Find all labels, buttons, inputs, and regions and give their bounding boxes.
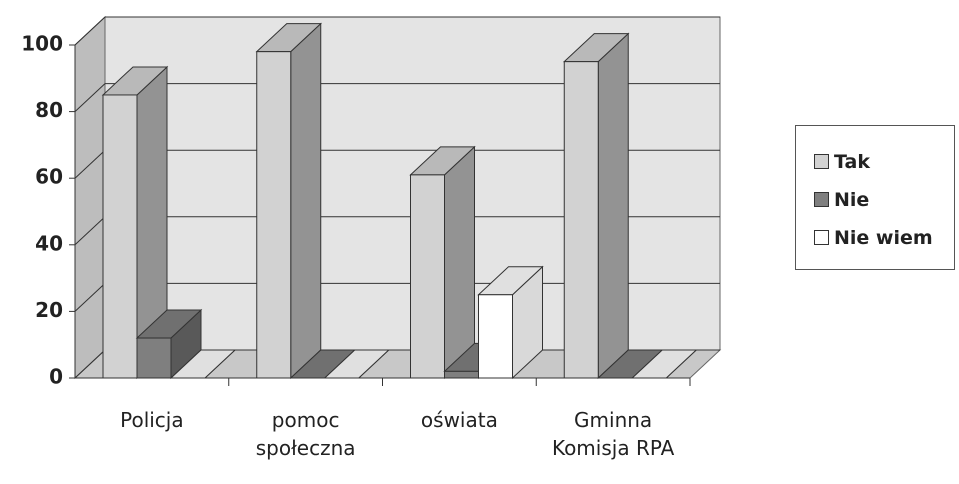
grid-line <box>74 216 106 246</box>
bar-side <box>444 145 475 380</box>
y-tick-label: 60 <box>35 165 63 189</box>
bar <box>255 22 323 380</box>
bar-front <box>256 51 292 379</box>
bar-top <box>323 349 391 379</box>
y-tick-label: 40 <box>35 231 63 255</box>
legend-label: Nie <box>834 189 870 211</box>
x-tick-label: pomoc społeczna <box>255 408 356 460</box>
legend-item: Nie wiem <box>814 227 933 249</box>
bar-front <box>444 370 479 379</box>
legend-item: Nie <box>814 189 869 211</box>
bar <box>323 349 391 379</box>
grid-line <box>74 83 106 112</box>
legend-swatch <box>814 192 829 207</box>
grid-line <box>74 16 106 46</box>
x-tick-label: oświata <box>420 408 498 432</box>
bar-side <box>290 22 322 380</box>
y-tick-label: 20 <box>35 298 63 322</box>
legend-swatch <box>814 154 829 169</box>
bar-front <box>136 337 172 379</box>
bar <box>562 32 630 380</box>
bar-front <box>410 174 445 379</box>
bar <box>169 349 237 379</box>
legend: Tak Nie Nie wiem <box>795 125 955 270</box>
bar-top <box>169 349 237 379</box>
bar-side <box>597 32 629 380</box>
y-tick-label: 80 <box>35 98 63 122</box>
bar-top <box>630 349 698 379</box>
bar <box>630 349 698 379</box>
side-wall <box>74 15 106 380</box>
bar <box>135 308 203 380</box>
bar-front <box>563 61 599 379</box>
grid-line <box>74 283 106 312</box>
bar <box>477 265 544 380</box>
bar-front <box>478 294 513 379</box>
legend-label: Tak <box>834 151 870 173</box>
grid-line <box>74 349 106 379</box>
y-tick-label: 100 <box>21 32 63 56</box>
bar <box>101 65 169 380</box>
x-tick-label: Policja <box>120 408 184 432</box>
y-tick-label: 0 <box>49 365 63 389</box>
grid-line <box>74 149 106 179</box>
bar <box>409 145 476 380</box>
legend-label: Nie wiem <box>834 227 933 249</box>
x-tick-label: Gminna Komisja RPA <box>551 408 675 460</box>
legend-item: Tak <box>814 151 870 173</box>
bar-front <box>102 94 138 379</box>
legend-swatch <box>814 230 829 245</box>
